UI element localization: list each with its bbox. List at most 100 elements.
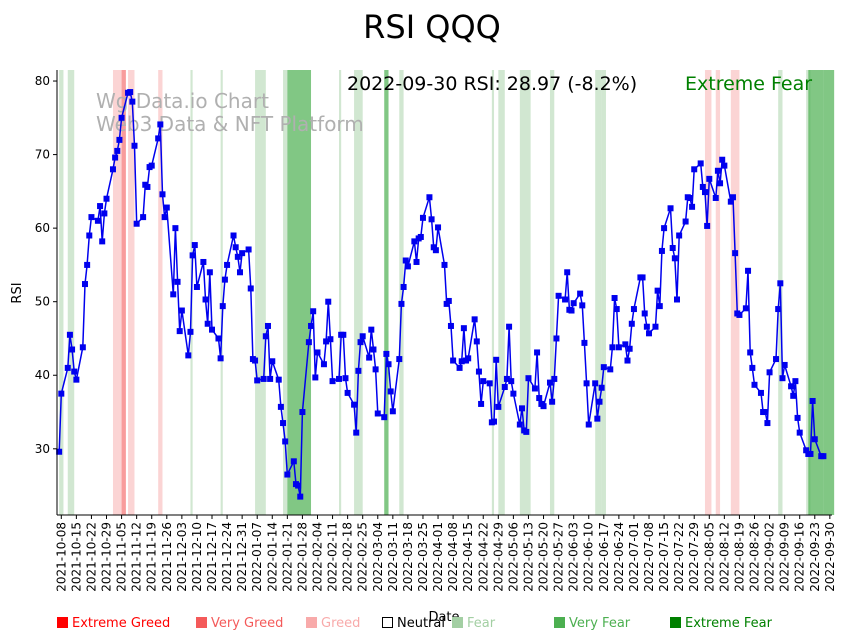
rsi-point (630, 306, 637, 313)
rsi-point (336, 375, 343, 382)
rsi-point (432, 247, 439, 254)
rsi-point (523, 428, 530, 435)
rsi-point (385, 361, 392, 368)
rsi-point (172, 225, 179, 232)
legend-swatch (452, 617, 463, 628)
rsi-point (191, 242, 198, 249)
zone-fear (498, 70, 505, 515)
rsi-point (400, 283, 407, 290)
rsi-point (267, 375, 274, 382)
rsi-point (717, 180, 724, 187)
x-tick-label: 2022-09-30 (823, 522, 837, 592)
rsi-point (366, 354, 373, 361)
rsi-point (254, 377, 261, 384)
rsi-point (456, 364, 463, 371)
rsi-point (570, 300, 577, 307)
rsi-point (480, 378, 487, 385)
rsi-point (353, 429, 360, 436)
rsi-point (460, 325, 467, 332)
rsi-point (803, 447, 810, 454)
rsi-point (598, 384, 605, 391)
rsi-point (704, 222, 711, 229)
rsi-point (600, 364, 607, 371)
rsi-point (764, 420, 771, 427)
zone-fear (67, 70, 75, 515)
x-tick-label: 2021-11-12 (130, 522, 144, 592)
x-ticks: 2021-10-08 2021-10-15 2021-10-22 2021-10-29… (54, 515, 837, 592)
rsi-point (206, 269, 213, 276)
rsi-point (81, 281, 88, 288)
rsi-point (652, 323, 659, 330)
rsi-point (310, 308, 317, 315)
rsi-point (510, 390, 517, 397)
legend-label: Greed (321, 616, 361, 631)
rsi-point (658, 247, 665, 254)
x-tick-label: 2022-01-21 (280, 522, 294, 592)
rsi-point (109, 166, 116, 173)
rsi-point (157, 121, 164, 128)
rsi-point (506, 323, 513, 330)
rsi-point (116, 136, 123, 143)
rsi-point (811, 436, 818, 443)
rsi-point (329, 378, 336, 385)
rsi-point (473, 338, 480, 345)
rsi-point (592, 380, 599, 387)
rsi-point (297, 493, 304, 500)
rsi-point (284, 471, 291, 478)
legend-item: Extreme Fear (670, 616, 772, 631)
rsi-point (428, 216, 435, 223)
rsi-point (745, 267, 752, 274)
zone-fear (519, 70, 531, 515)
rsi-point (562, 296, 569, 303)
rsi-point (299, 409, 306, 416)
rsi-point (140, 214, 147, 221)
rsi-point (583, 380, 590, 387)
x-tick-label: 2022-01-28 (295, 522, 309, 592)
x-tick-label: 2022-09-09 (778, 522, 792, 592)
zone-fear (491, 70, 495, 515)
rsi-point (732, 250, 739, 257)
rsi-point (239, 250, 246, 257)
rsi-point (275, 376, 282, 383)
rsi-point (419, 214, 426, 221)
x-tick-label: 2022-01-14 (265, 522, 279, 592)
rsi-point (796, 429, 803, 436)
legend-item: Very Greed (196, 616, 283, 631)
legend-label: Very Greed (211, 616, 284, 631)
rsi-point (56, 448, 63, 455)
rsi-point (204, 320, 211, 327)
x-tick-label: 2022-01-07 (250, 522, 264, 592)
rsi-point (495, 403, 502, 410)
x-tick-label: 2022-06-17 (597, 522, 611, 592)
rsi-point (654, 287, 661, 294)
x-tick-label: 2022-08-26 (748, 522, 762, 592)
rsi-point (551, 375, 558, 382)
x-tick-label: 2021-11-05 (115, 522, 129, 592)
rsi-point (262, 333, 269, 340)
rsi-point (674, 296, 680, 303)
rsi-point (118, 114, 125, 121)
x-tick-label: 2022-09-23 (808, 522, 822, 592)
rsi-point (312, 374, 319, 381)
x-tick-label: 2021-12-03 (175, 522, 189, 592)
x-tick-label: 2021-10-29 (100, 522, 114, 592)
rsi-point (99, 238, 106, 245)
x-tick-label: 2021-10-22 (84, 522, 98, 592)
rsi-point (596, 398, 603, 405)
rsi-point (342, 375, 349, 382)
x-tick-label: 2021-11-19 (145, 522, 159, 592)
rsi-point (277, 403, 284, 410)
rsi-point (69, 346, 76, 353)
rsi-point (643, 323, 650, 330)
rsi-point (236, 269, 243, 276)
x-tick-label: 2022-02-18 (341, 522, 355, 592)
x-tick-label: 2022-09-16 (793, 522, 807, 592)
rsi-point (411, 238, 418, 245)
rsi-point (161, 214, 168, 221)
rsi-point (471, 316, 478, 323)
rsi-point (491, 418, 498, 425)
x-tick-label: 2022-02-04 (311, 522, 325, 592)
watermark-line-2: Web3 Data & NFT Platform (96, 112, 364, 136)
x-tick-label: 2022-03-04 (371, 522, 385, 592)
rsi-point (178, 307, 185, 314)
